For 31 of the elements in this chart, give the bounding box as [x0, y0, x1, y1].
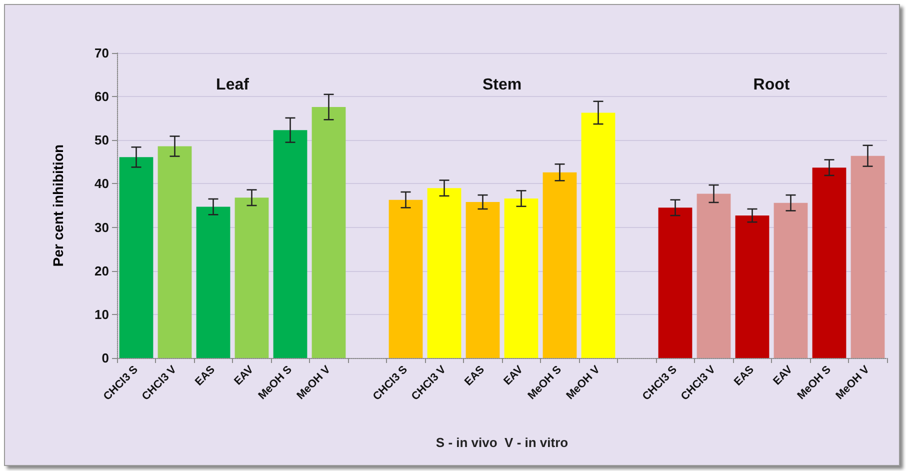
y-tick-label: 40 — [94, 176, 109, 192]
y-tick-label: 10 — [94, 306, 109, 322]
bar — [696, 194, 731, 358]
y-tick-label: 50 — [94, 132, 109, 148]
y-tick-label: 20 — [94, 263, 109, 278]
bar — [158, 146, 192, 358]
bar — [388, 200, 423, 358]
y-tick-label: 0 — [102, 350, 109, 366]
annotation: Stem — [482, 76, 522, 94]
bar — [542, 172, 577, 358]
bar — [466, 202, 500, 358]
y-tick-label: 70 — [94, 46, 109, 60]
bar — [581, 112, 616, 358]
bar — [850, 156, 885, 358]
bar — [774, 202, 808, 358]
bar — [273, 130, 308, 358]
bar — [735, 216, 770, 358]
x-axis-title: S - in vivo V - in vitro — [436, 435, 568, 450]
bar — [658, 208, 692, 358]
bar — [312, 107, 346, 358]
annotation: Root — [753, 76, 790, 94]
bar — [234, 198, 269, 358]
y-tick-label: 30 — [94, 220, 109, 235]
bar — [119, 157, 154, 358]
bar — [504, 198, 538, 358]
bar — [812, 168, 846, 358]
y-axis-title: Per cent inhibition — [50, 144, 66, 267]
annotation: Leaf — [216, 76, 250, 94]
bar — [427, 188, 462, 358]
bar — [196, 206, 230, 358]
y-tick-label: 60 — [94, 89, 109, 104]
